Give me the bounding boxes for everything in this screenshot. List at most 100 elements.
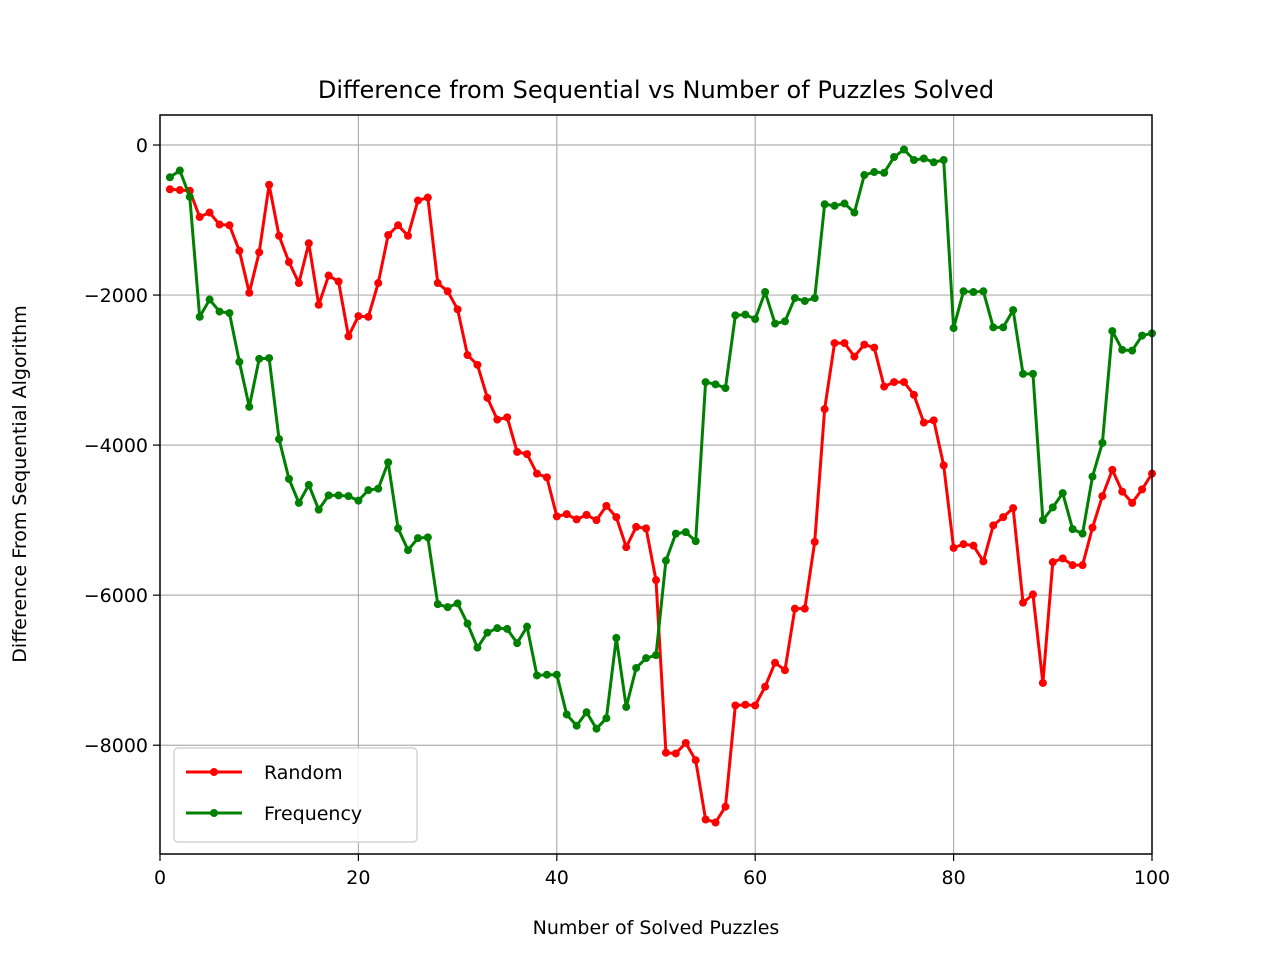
data-point-frequency xyxy=(324,491,333,500)
data-point-frequency xyxy=(255,354,264,363)
data-point-random xyxy=(265,180,274,189)
data-point-frequency xyxy=(542,670,551,679)
data-point-random xyxy=(939,461,948,470)
data-point-random xyxy=(513,447,522,456)
y-tick-label: −2000 xyxy=(84,285,148,307)
x-tick-label: 60 xyxy=(743,867,767,889)
series-line-frequency xyxy=(169,148,1153,731)
data-point-random xyxy=(503,413,512,422)
data-point-random xyxy=(761,682,770,691)
data-point-frequency xyxy=(1019,369,1028,378)
y-tick-label: 0 xyxy=(136,135,148,157)
data-point-random xyxy=(622,543,631,552)
data-point-frequency xyxy=(294,498,303,507)
data-point-frequency xyxy=(731,311,740,320)
data-point-random xyxy=(344,332,353,341)
data-point-random xyxy=(850,352,859,361)
data-point-random xyxy=(1019,598,1028,607)
data-point-frequency xyxy=(1128,346,1137,355)
data-point-frequency xyxy=(800,297,809,306)
data-point-random xyxy=(701,815,710,824)
legend-marker-frequency xyxy=(210,809,218,817)
data-point-random xyxy=(661,748,670,757)
data-point-frequency xyxy=(909,156,918,165)
data-point-random xyxy=(592,516,601,525)
data-point-frequency xyxy=(860,171,869,180)
data-point-frequency xyxy=(1009,306,1018,315)
data-point-frequency xyxy=(314,505,323,514)
data-point-frequency xyxy=(761,288,770,297)
data-point-random xyxy=(394,221,403,230)
data-point-random xyxy=(979,557,988,566)
data-point-random xyxy=(205,208,214,217)
data-point-frequency xyxy=(661,556,670,565)
data-point-frequency xyxy=(751,315,760,324)
data-point-random xyxy=(532,469,541,478)
data-point-frequency xyxy=(771,319,780,328)
data-point-random xyxy=(890,378,899,387)
axis-ticks: 0 20 40 60 80 100 0 −2000 −4000 −6000 −8000 xyxy=(84,135,1170,889)
data-point-frequency xyxy=(1088,472,1097,481)
data-point-frequency xyxy=(612,633,621,642)
data-point-frequency xyxy=(443,603,452,612)
legend-label-random: Random xyxy=(264,762,343,784)
data-point-frequency xyxy=(304,480,313,489)
data-point-random xyxy=(771,658,780,667)
data-point-frequency xyxy=(691,537,700,546)
data-point-frequency xyxy=(979,287,988,296)
data-point-frequency xyxy=(1138,331,1147,340)
data-point-random xyxy=(731,701,740,710)
data-point-frequency xyxy=(205,295,214,304)
data-point-frequency xyxy=(939,156,948,165)
data-point-frequency xyxy=(195,312,204,321)
data-point-random xyxy=(324,271,333,280)
data-point-random xyxy=(1068,561,1077,570)
data-point-frequency xyxy=(423,533,432,542)
data-point-random xyxy=(1048,558,1057,567)
data-point-random xyxy=(384,231,393,240)
data-point-frequency xyxy=(453,599,462,608)
legend: Random Frequency xyxy=(173,747,418,843)
data-point-frequency xyxy=(959,287,968,296)
series-random xyxy=(165,180,1156,827)
data-point-random xyxy=(1078,561,1087,570)
data-point-frequency xyxy=(989,323,998,332)
data-point-random xyxy=(1088,523,1097,532)
data-point-random xyxy=(830,339,839,348)
data-point-frequency xyxy=(483,628,492,637)
legend-marker-random xyxy=(210,768,218,776)
data-point-random xyxy=(294,279,303,288)
data-point-random xyxy=(215,220,224,229)
data-point-frequency xyxy=(384,458,393,467)
data-point-frequency xyxy=(1058,489,1067,498)
data-point-frequency xyxy=(185,192,194,201)
data-point-frequency xyxy=(413,534,422,543)
data-point-random xyxy=(235,246,244,255)
data-point-frequency xyxy=(592,724,601,733)
data-point-frequency xyxy=(949,324,958,333)
data-point-frequency xyxy=(671,529,680,538)
data-point-random xyxy=(473,360,482,369)
data-point-frequency xyxy=(790,294,799,303)
data-point-frequency xyxy=(374,484,383,493)
data-point-frequency xyxy=(652,651,660,660)
data-point-frequency xyxy=(969,288,978,297)
x-axis-label: Number of Solved Puzzles xyxy=(533,917,780,939)
data-point-random xyxy=(969,541,978,550)
data-point-random xyxy=(780,666,789,675)
data-point-frequency xyxy=(622,702,631,711)
data-point-frequency xyxy=(830,201,839,210)
data-point-frequency xyxy=(523,622,532,631)
x-tick-label: 20 xyxy=(346,867,370,889)
data-point-frequency xyxy=(572,721,581,730)
data-point-frequency xyxy=(225,309,234,318)
data-point-frequency xyxy=(503,624,512,633)
data-point-random xyxy=(463,351,472,360)
data-point-random xyxy=(1118,487,1127,496)
data-point-frequency xyxy=(215,307,224,316)
data-point-random xyxy=(542,473,551,482)
data-point-random xyxy=(364,312,373,321)
data-point-frequency xyxy=(265,354,274,363)
data-point-frequency xyxy=(642,654,651,663)
